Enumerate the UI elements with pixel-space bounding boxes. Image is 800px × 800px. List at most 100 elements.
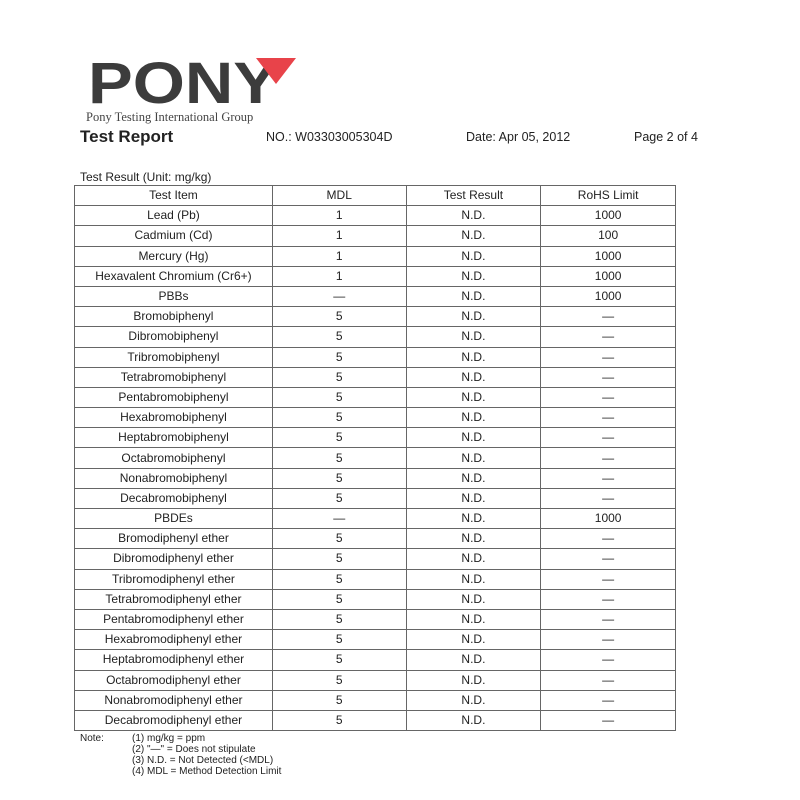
page-title: Test Report (80, 127, 174, 146)
rohs-limit-cell: — (540, 386, 676, 409)
table-row: Heptabromobiphenyl 5 N.D. — (74, 427, 676, 449)
table-row: Bromobiphenyl 5 N.D. — (74, 306, 676, 328)
test-result-cell: N.D. (405, 285, 542, 308)
column-header: MDL (271, 184, 407, 207)
report-date: Date: Apr 05, 2012 (466, 130, 571, 144)
mdl-cell: 1 (271, 265, 407, 287)
test-item-cell: Decabromodiphenyl ether (74, 709, 273, 732)
note-item: (4) MDL = Method Detection Limit (132, 766, 282, 777)
table-row: Tribromodiphenyl ether 5 N.D. — (74, 568, 676, 590)
mdl-cell: 5 (271, 709, 407, 732)
test-item-cell: Tetrabromobiphenyl (74, 366, 273, 388)
mdl-cell: 5 (271, 447, 407, 469)
test-item-cell: PBBs (74, 285, 273, 308)
rohs-limit-cell: — (540, 548, 676, 570)
test-result-cell: N.D. (405, 709, 542, 732)
test-item-cell: Hexabromobiphenyl (74, 407, 273, 429)
test-result-cell: N.D. (405, 265, 542, 287)
rohs-limit-cell: — (540, 588, 676, 610)
rohs-limit-cell: 100 (540, 225, 676, 247)
rohs-limit-cell: — (540, 608, 676, 631)
test-item-cell: Tetrabromodiphenyl ether (74, 588, 273, 610)
test-item-cell: Octabromobiphenyl (74, 447, 273, 469)
test-item-cell: Bromobiphenyl (74, 306, 273, 328)
test-result-cell: N.D. (405, 225, 542, 247)
page-number: Page 2 of 4 (634, 130, 698, 144)
table-row: Pentabromobiphenyl 5 N.D. — (74, 386, 676, 409)
table-row: Hexabromodiphenyl ether 5 N.D. — (74, 629, 676, 651)
mdl-cell: — (271, 507, 407, 530)
test-result-cell: N.D. (405, 346, 542, 368)
table-row: Tetrabromodiphenyl ether 5 N.D. — (74, 588, 676, 610)
mdl-cell: 5 (271, 629, 407, 651)
table-row: Hexavalent Chromium (Cr6+) 1 N.D. 1000 (74, 265, 676, 287)
rohs-limit-cell: — (540, 629, 676, 651)
rohs-limit-cell: — (540, 467, 676, 489)
mdl-cell: 5 (271, 548, 407, 570)
rohs-limit-cell: — (540, 487, 676, 510)
test-item-cell: Pentabromodiphenyl ether (74, 608, 273, 631)
test-item-cell: Nonabromodiphenyl ether (74, 689, 273, 711)
test-result-cell: N.D. (405, 205, 542, 227)
mdl-cell: 5 (271, 467, 407, 489)
rohs-limit-cell: — (540, 568, 676, 590)
mdl-cell: — (271, 285, 407, 308)
rohs-limit-cell: — (540, 366, 676, 388)
table-row: Nonabromobiphenyl 5 N.D. — (74, 467, 676, 489)
test-item-cell: Hexavalent Chromium (Cr6+) (74, 265, 273, 287)
table-header-row: Test Item MDL Test Result RoHS Limit (74, 184, 676, 207)
table-row: Decabromodiphenyl ether 5 N.D. — (74, 709, 676, 732)
test-result-cell: N.D. (405, 507, 542, 530)
group-name: Pony Testing International Group (86, 110, 254, 124)
test-result-cell: N.D. (405, 608, 542, 631)
test-item-cell: Heptabromobiphenyl (74, 427, 273, 449)
pony-logo: PONY (88, 56, 296, 106)
mdl-cell: 5 (271, 366, 407, 388)
rohs-limit-cell: 1000 (540, 245, 676, 267)
notes-label: Note: (80, 733, 104, 744)
mdl-cell: 5 (271, 669, 407, 691)
table-row: Tetrabromobiphenyl 5 N.D. — (74, 366, 676, 388)
test-item-cell: Mercury (Hg) (74, 245, 273, 267)
rohs-limit-cell: — (540, 427, 676, 449)
test-result-cell: N.D. (405, 407, 542, 429)
rohs-limit-cell: — (540, 407, 676, 429)
table-row: Octabromobiphenyl 5 N.D. — (74, 447, 676, 469)
mdl-cell: 5 (271, 608, 407, 631)
test-result-cell: N.D. (405, 245, 542, 267)
table-row: Heptabromodiphenyl ether 5 N.D. — (74, 649, 676, 671)
test-item-cell: Dibromodiphenyl ether (74, 548, 273, 570)
test-result-cell: N.D. (405, 629, 542, 651)
test-item-cell: Bromodiphenyl ether (74, 528, 273, 550)
rohs-limit-cell: — (540, 528, 676, 550)
mdl-cell: 1 (271, 245, 407, 267)
test-result-cell: N.D. (405, 669, 542, 691)
logo-triangle-icon (256, 58, 296, 84)
mdl-cell: 5 (271, 427, 407, 449)
test-result-table: Test Item MDL Test Result RoHS Limit Lea… (74, 184, 676, 732)
test-result-cell: N.D. (405, 548, 542, 570)
test-item-cell: PBDEs (74, 507, 273, 530)
rohs-limit-cell: — (540, 326, 676, 348)
mdl-cell: 5 (271, 386, 407, 409)
note-item: (1) mg/kg = ppm (132, 733, 206, 744)
test-item-cell: Decabromobiphenyl (74, 487, 273, 510)
column-header: Test Result (405, 184, 542, 207)
mdl-cell: 5 (271, 588, 407, 610)
mdl-cell: 1 (271, 205, 407, 227)
table-row: Tribromobiphenyl 5 N.D. — (74, 346, 676, 368)
mdl-cell: 5 (271, 649, 407, 671)
test-item-cell: Nonabromobiphenyl (74, 467, 273, 489)
test-result-cell: N.D. (405, 447, 542, 469)
table-row: Mercury (Hg) 1 N.D. 1000 (74, 245, 676, 267)
rohs-limit-cell: — (540, 649, 676, 671)
rohs-limit-cell: 1000 (540, 285, 676, 308)
table-row: Nonabromodiphenyl ether 5 N.D. — (74, 689, 676, 711)
rohs-limit-cell: 1000 (540, 205, 676, 227)
test-result-cell: N.D. (405, 649, 542, 671)
mdl-cell: 1 (271, 225, 407, 247)
test-result-cell: N.D. (405, 467, 542, 489)
test-item-cell: Tribromodiphenyl ether (74, 568, 273, 590)
test-item-cell: Pentabromobiphenyl (74, 386, 273, 409)
test-item-cell: Hexabromodiphenyl ether (74, 629, 273, 651)
